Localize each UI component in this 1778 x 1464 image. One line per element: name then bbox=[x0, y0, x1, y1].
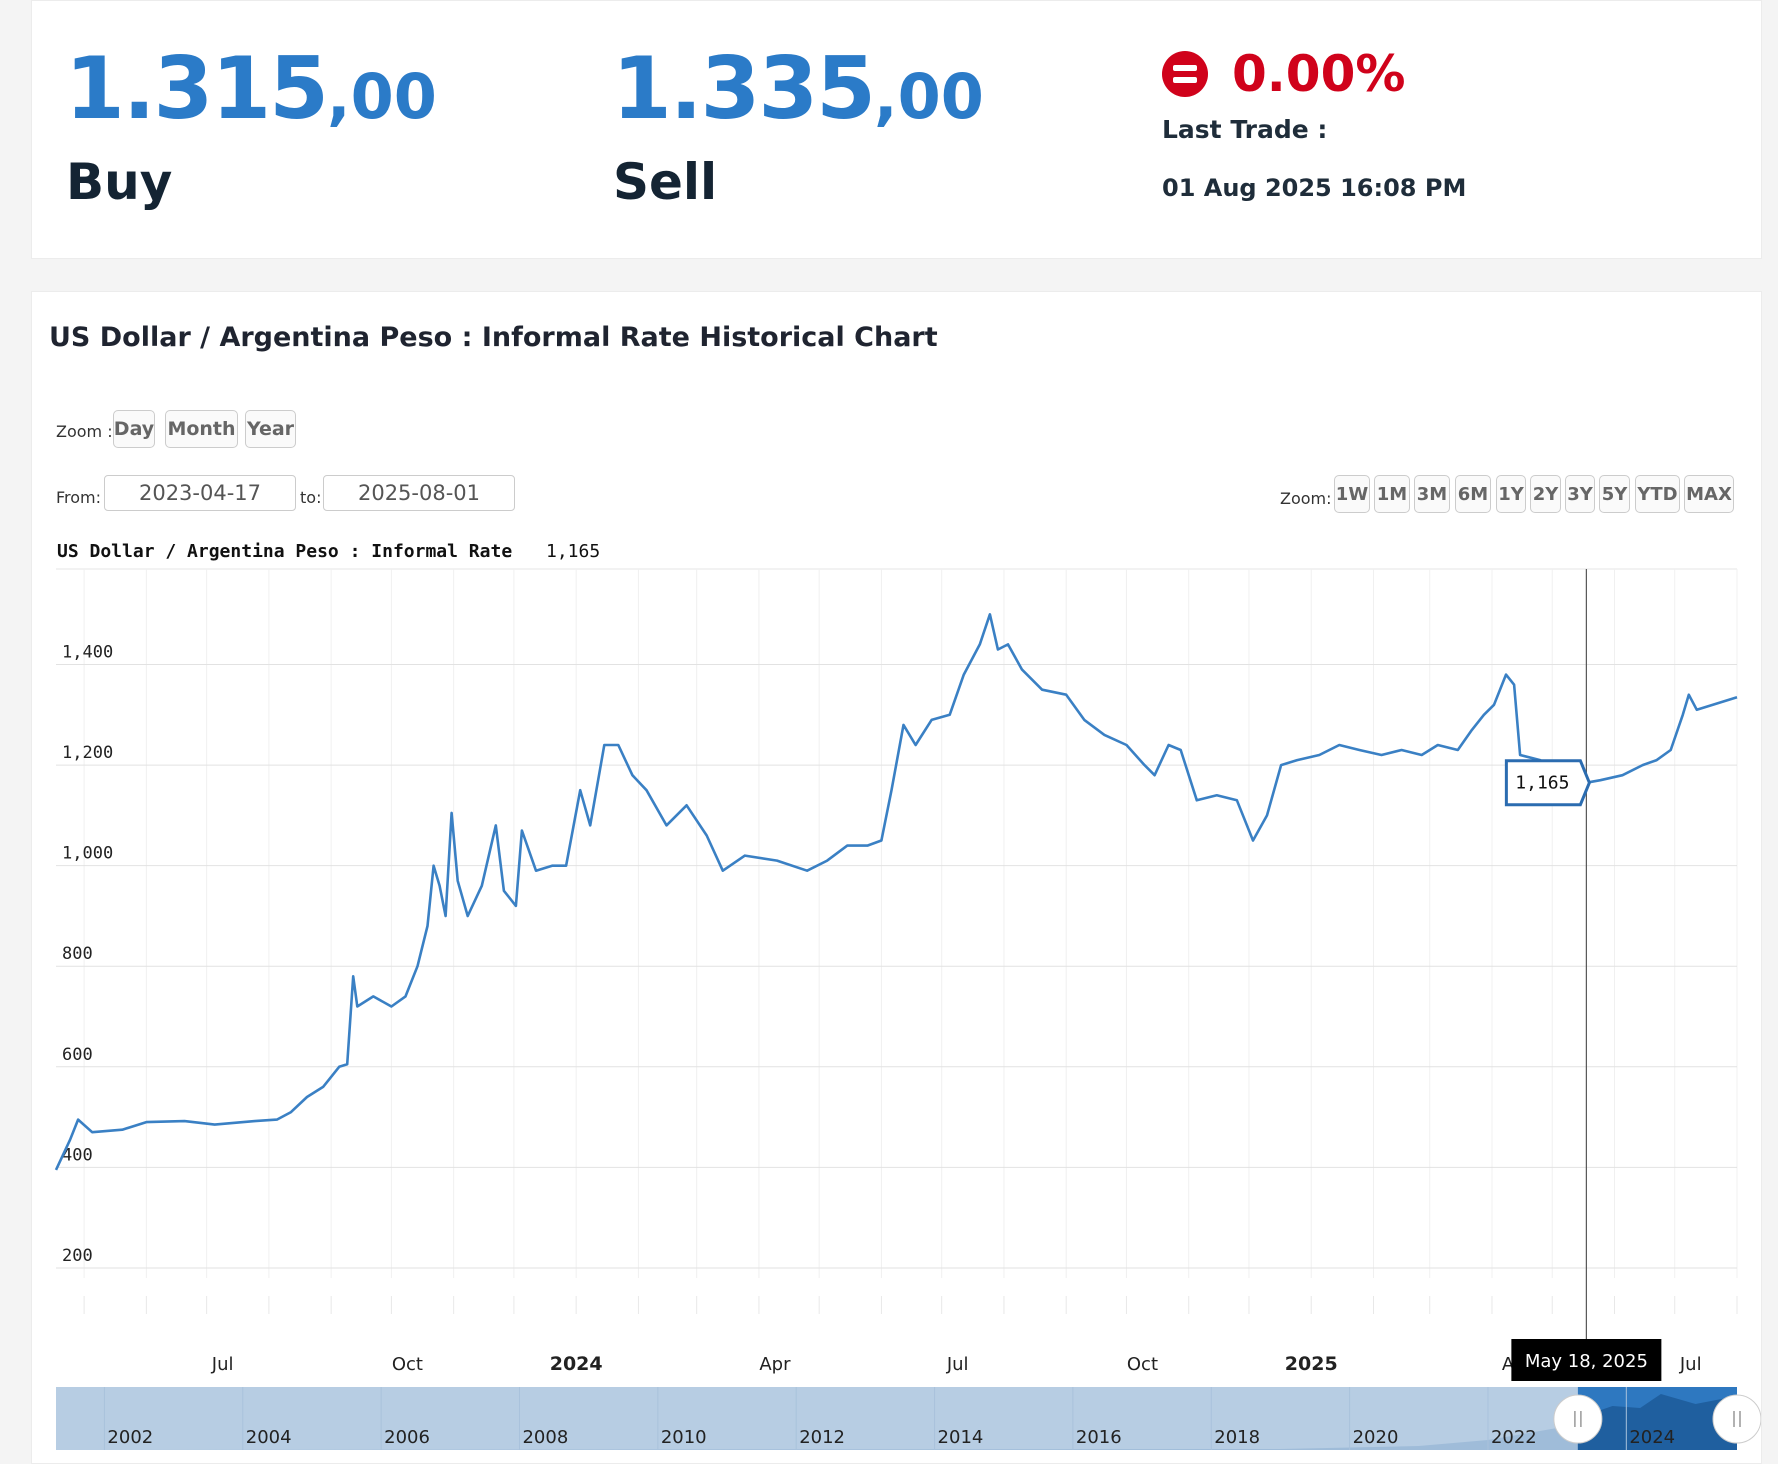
navigator-tick-label: 2002 bbox=[107, 1427, 153, 1448]
navigator-left-handle[interactable] bbox=[1553, 1394, 1603, 1444]
navigator-tick-label: 2016 bbox=[1076, 1427, 1122, 1448]
range-button-ytd[interactable]: YTD bbox=[1635, 475, 1680, 513]
navigator-tick-label: 2014 bbox=[938, 1427, 984, 1448]
change-indicator: 0.00% bbox=[1162, 45, 1405, 103]
navigator-tick-label: 2012 bbox=[799, 1427, 845, 1448]
buy-label: Buy bbox=[66, 153, 173, 211]
zoom-day-button[interactable]: Day bbox=[113, 410, 155, 448]
zoom-label: Zoom : bbox=[56, 422, 113, 441]
range-button-6m[interactable]: 6M bbox=[1455, 475, 1491, 513]
crosshair-date-label: May 18, 2025 bbox=[1525, 1351, 1648, 1372]
navigator-tick-label: 2004 bbox=[246, 1427, 292, 1448]
crosshair-value-box bbox=[1504, 759, 1591, 807]
navigator-tick-label: 2022 bbox=[1491, 1427, 1537, 1448]
y-tick-label: 200 bbox=[62, 1246, 93, 1266]
range-button-1w[interactable]: 1W bbox=[1334, 475, 1370, 513]
change-percent: 0.00% bbox=[1232, 45, 1406, 103]
to-date-input[interactable]: 2025-08-01 bbox=[323, 475, 515, 511]
x-tick-label: Oct bbox=[1127, 1354, 1158, 1375]
chart-title: US Dollar / Argentina Peso : Informal Ra… bbox=[49, 322, 938, 353]
navigator-tick-label: 2010 bbox=[661, 1427, 707, 1448]
navigator-tick-label: 2006 bbox=[384, 1427, 430, 1448]
range-button-1m[interactable]: 1M bbox=[1374, 475, 1410, 513]
equal-sign-icon bbox=[1162, 51, 1208, 97]
buy-price-decimal: ,00 bbox=[327, 60, 437, 133]
from-label: From: bbox=[56, 488, 102, 507]
x-tick-label: Jul bbox=[1679, 1354, 1702, 1375]
last-trade-label: Last Trade : bbox=[1162, 115, 1328, 144]
sell-label: Sell bbox=[613, 153, 718, 211]
quote-card: 1.315,00 Buy 1.335,00 Sell 0.00% Last Tr… bbox=[31, 0, 1762, 259]
y-tick-label: 1,400 bbox=[62, 643, 113, 663]
x-tick-label: 2024 bbox=[550, 1353, 603, 1375]
to-label: to: bbox=[300, 488, 322, 507]
sell-price: 1.335,00 bbox=[612, 39, 984, 139]
navigator-right-handle[interactable] bbox=[1712, 1394, 1761, 1444]
range-button-5y[interactable]: 5Y bbox=[1599, 475, 1630, 513]
chart-card: US Dollar / Argentina Peso : Informal Ra… bbox=[31, 291, 1762, 1464]
range-button-3m[interactable]: 3M bbox=[1414, 475, 1450, 513]
y-tick-label: 1,200 bbox=[62, 743, 113, 763]
series-line[interactable] bbox=[54, 612, 1738, 1171]
sell-price-integer: 1.335 bbox=[612, 39, 876, 139]
zoom-year-button[interactable]: Year bbox=[245, 410, 296, 448]
navigator-background bbox=[56, 1387, 1737, 1450]
buy-price-integer: 1.315 bbox=[65, 39, 329, 139]
range-button-3y[interactable]: 3Y bbox=[1565, 475, 1595, 513]
x-tick-label: Jul bbox=[211, 1354, 234, 1375]
navigator-history-area bbox=[56, 1392, 1737, 1450]
navigator-tick-label: 2020 bbox=[1353, 1427, 1399, 1448]
y-tick-label: 400 bbox=[62, 1145, 93, 1165]
last-trade-time: 01 Aug 2025 16:08 PM bbox=[1162, 174, 1467, 202]
crosshair-value-label: 1,165 bbox=[1515, 773, 1569, 794]
chart-svg[interactable]: 200 400 600 800 1,000 1,200 1,400 Jul Oct 2024 Apr… bbox=[32, 292, 1761, 1463]
series-legend: US Dollar / Argentina Peso : Informal Ra… bbox=[57, 541, 513, 562]
x-tick-label: Apr bbox=[759, 1354, 791, 1375]
crosshair-date-box bbox=[1511, 1339, 1662, 1381]
range-zoom-label: Zoom: bbox=[1280, 489, 1332, 508]
y-tick-label: 600 bbox=[62, 1045, 93, 1065]
x-tick-label: Oct bbox=[392, 1354, 423, 1375]
navigator-tick-label: 2018 bbox=[1214, 1427, 1260, 1448]
sell-price-decimal: ,00 bbox=[874, 60, 984, 133]
range-button-2y[interactable]: 2Y bbox=[1530, 475, 1561, 513]
y-tick-label: 1,000 bbox=[62, 844, 113, 864]
y-tick-label: 800 bbox=[62, 944, 93, 964]
from-date-input[interactable]: 2023-04-17 bbox=[104, 475, 296, 511]
x-tick-label: 2025 bbox=[1285, 1353, 1338, 1375]
buy-price: 1.315,00 bbox=[65, 39, 437, 139]
zoom-month-button[interactable]: Month bbox=[165, 410, 238, 448]
legend-value: 1,165 bbox=[546, 541, 601, 562]
range-button-max[interactable]: MAX bbox=[1684, 475, 1734, 513]
x-tick-label: Jul bbox=[946, 1354, 969, 1375]
navigator-selected-area bbox=[1577, 1394, 1737, 1450]
range-button-1y[interactable]: 1Y bbox=[1496, 475, 1526, 513]
navigator-tick-label: 2008 bbox=[522, 1427, 568, 1448]
navigator-tick-label: 2024 bbox=[1629, 1427, 1675, 1448]
